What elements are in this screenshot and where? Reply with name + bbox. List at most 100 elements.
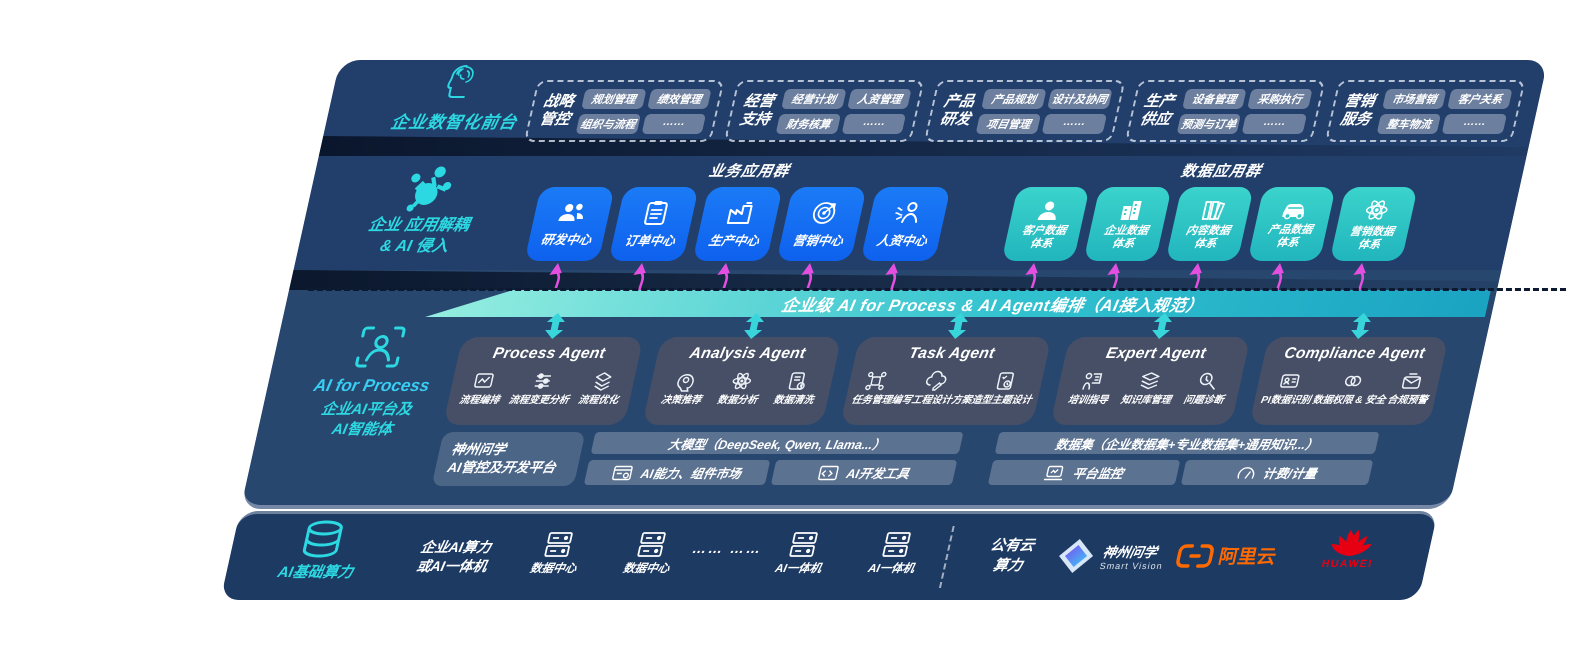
chip: …… — [1041, 113, 1107, 134]
person-motion-icon — [895, 201, 918, 223]
brain-icon — [447, 65, 474, 98]
server-icon — [637, 532, 666, 557]
agent-capability: 数据分析 — [716, 370, 764, 407]
library-icon — [1201, 200, 1226, 220]
chip: 经营计划 — [781, 88, 847, 109]
chip: 采购执行 — [1247, 88, 1313, 109]
training-icon — [1082, 372, 1103, 390]
database-icon — [302, 520, 343, 558]
platform-name-box: 神州问学 AI管控及开发平台 — [431, 432, 586, 486]
data-apps-row: 客户数据 体系 企业数据 体系 — [1001, 187, 1418, 298]
marketplace-icon — [612, 465, 634, 480]
alert-mail-icon — [1401, 373, 1422, 389]
business-apps-title: 业务应用群 — [707, 163, 792, 180]
cell-platform-monitoring: 平台监控 — [987, 460, 1181, 485]
chip: …… — [641, 113, 707, 134]
data-box-marketing: 营销数据 体系 — [1329, 187, 1418, 298]
agent-capability: 任务管理 — [850, 370, 898, 407]
agent-capability: 数据清洗 — [772, 370, 820, 407]
chip: …… — [1241, 113, 1307, 134]
layer-stack: 企业数智化前台 战略 管控 规划管理 绩效管理 组织与流程 …… 经营 支持 经营计… — [240, 60, 1548, 509]
server-icon — [882, 532, 911, 557]
monitoring-icon — [1044, 465, 1064, 480]
analysis-agent-card: Analysis Agent 决策推荐 数据分析 数据清洗 — [641, 313, 842, 425]
expert-agent-card: Expert Agent 培训指导 知识库管理 问题诊断 — [1050, 313, 1251, 425]
server-icon — [544, 532, 573, 557]
optimization-icon — [593, 372, 612, 391]
aliyun-logo: 阿里云 — [1173, 542, 1279, 569]
agent-capability: 流程变更分析 — [507, 370, 575, 407]
agent-capability: 流程编排 — [458, 370, 506, 407]
process-agent-card: Process Agent 流程编排 流程变更分析 流程优化 — [443, 313, 644, 425]
datasets-group: 数据集（企业数据集+专业数据集+通用知识...） 平台监控 计费/计量 — [987, 432, 1380, 485]
front-groups-row: 战略 管控 规划管理 绩效管理 组织与流程 …… 经营 支持 经营计划 人资管理 财… — [523, 80, 1526, 142]
smart-vision-diamond-icon — [1059, 539, 1094, 573]
chip: 财务核算 — [775, 113, 841, 134]
agent-capability: 造型主题设计 — [970, 370, 1038, 407]
cell-metering: 计费/计量 — [1180, 460, 1374, 485]
public-cloud-label: 公有云 算力 — [988, 538, 1036, 575]
agent-capability: 知识库管理 — [1119, 370, 1177, 407]
diagnosis-icon — [1199, 372, 1215, 390]
business-apps-row: 研发中心 订单中心 — [524, 187, 951, 298]
atom-icon — [1365, 200, 1388, 220]
customer-icon — [1037, 201, 1056, 220]
devtools-icon — [818, 465, 840, 480]
data-box-product: 产品数据 体系 — [1247, 187, 1336, 298]
data-box-content: 内容数据 体系 — [1165, 187, 1254, 298]
chip: 规划管理 — [581, 88, 647, 109]
chip: 市场营销 — [1382, 88, 1448, 109]
app-box-marketing-center: 营销中心 — [776, 187, 867, 298]
agent-capability: 编写工程设计方案 — [890, 370, 978, 407]
front-layer-label: 企业数智化前台 — [352, 62, 568, 133]
front-group-strategy: 战略 管控 规划管理 绩效管理 组织与流程 …… — [523, 80, 725, 142]
updown-arrow-icon — [743, 313, 764, 339]
data-apps-title: 数据应用群 — [1179, 163, 1264, 180]
app-box-order-center: 订单中心 — [608, 187, 699, 298]
front-group-operation: 经营 支持 经营计划 人资管理 财务核算 …… — [724, 80, 925, 142]
knowledge-base-icon — [1140, 372, 1160, 390]
front-group-marketing: 营销 服务 市场营销 客户关系 整车物流 …… — [1324, 80, 1526, 142]
data-box-customer: 客户数据 体系 — [1001, 187, 1090, 298]
sheared-stack: 企业数智化前台 战略 管控 规划管理 绩效管理 组织与流程 …… 经营 支持 经营计… — [220, 60, 1548, 600]
chip: 设备管理 — [1181, 88, 1247, 109]
front-group-production: 生产 供应 设备管理 采购执行 预测与订单 …… — [1124, 80, 1326, 142]
chip: 产品规划 — [981, 88, 1047, 109]
chip: 整车物流 — [1376, 113, 1442, 134]
data-analysis-icon — [732, 372, 751, 390]
ai-layer-label: AI for Process 企业AI平台及 AI智能体 — [284, 324, 462, 441]
huawei-flower-icon — [1331, 530, 1372, 556]
app-box-production-center: 生产中心 — [692, 187, 783, 298]
datasets-header: 数据集（企业数据集+专业数据集+通用知识...） — [994, 432, 1380, 454]
chip: 绩效管理 — [646, 88, 712, 109]
app-box-hr-center: 人资中心 — [860, 187, 951, 298]
id-card-icon — [1280, 374, 1300, 388]
aliyun-bracket-icon — [1176, 543, 1214, 568]
agent-capability: 问题诊断 — [1182, 370, 1230, 407]
data-cleaning-icon — [788, 372, 805, 390]
chip: 人资管理 — [847, 88, 913, 109]
models-group: 大模型（DeepSeek, Qwen, Llama...） AI能力、组件市场 … — [583, 432, 964, 485]
compliance-agent-card: Compliance Agent PI数据识别 数据权限 & 安全 合规预 — [1248, 313, 1449, 425]
cell-ai-devtools: AI开发工具 — [770, 460, 958, 485]
permission-rings-icon — [1345, 375, 1362, 387]
chip: 预测与订单 — [1176, 113, 1242, 134]
server-icon — [789, 532, 818, 557]
agent-capability: 数据权限 & 安全 — [1311, 370, 1392, 407]
ellipsis-text: …… …… — [691, 540, 765, 556]
theme-design-icon — [996, 372, 1014, 390]
updown-arrow-icon — [1152, 313, 1173, 339]
compute-layer: AI基础算力 企业AI算力 或AI一体机 数据中心 数据中心 …… …… AI一体… — [220, 511, 1439, 600]
decouple-layer-label: 企业 应用解耦 & AI 侵入 — [314, 164, 530, 258]
target-icon — [813, 201, 837, 224]
team-icon — [558, 203, 584, 221]
updown-arrow-icon — [1350, 313, 1371, 339]
chip: 组织与流程 — [575, 113, 641, 134]
compute-label: AI基础算力 — [252, 519, 388, 582]
agent-capability: 流程优化 — [577, 370, 625, 407]
agent-capability: PI数据识别 — [1260, 370, 1318, 407]
agent-capability: 决策推荐 — [660, 370, 708, 407]
agent-capability: 合规预警 — [1386, 370, 1434, 407]
order-icon — [644, 200, 668, 225]
models-header: 大模型（DeepSeek, Qwen, Llama...） — [590, 432, 964, 454]
